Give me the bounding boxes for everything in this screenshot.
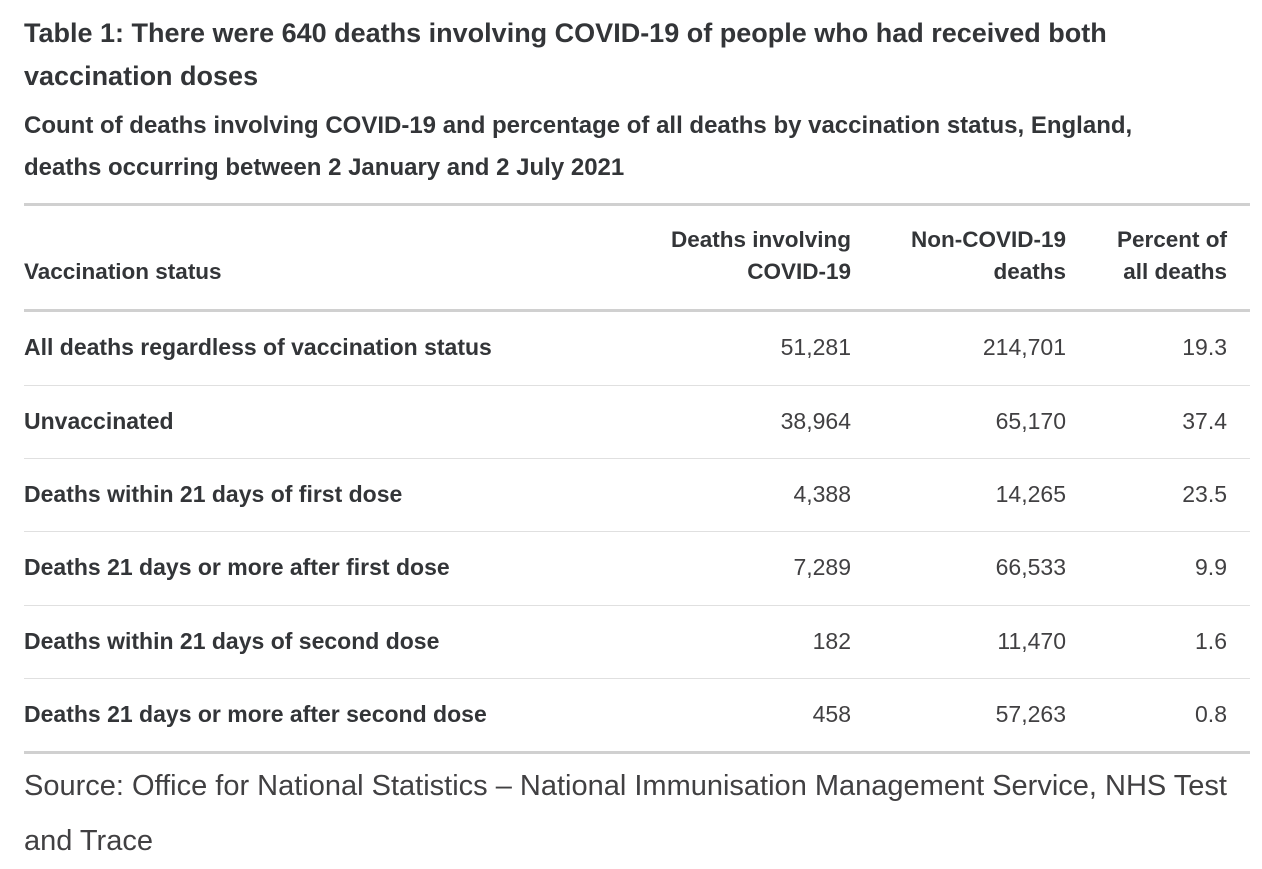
table-title: Table 1: There were 640 deaths involving… — [24, 18, 1107, 92]
table-row-within-21-days-second-dose: Deaths within 21 days of second dose 182… — [24, 605, 1250, 679]
column-header-vaccination-status: Vaccination status — [24, 204, 624, 313]
row-label: Deaths 21 days or more after second dose — [24, 678, 624, 755]
column-header-non-covid19-deaths: Non-COVID-19 deaths — [851, 204, 1066, 313]
non-covid19-deaths-value: 57,263 — [851, 678, 1066, 755]
table-row-21-days-or-more-second-dose: Deaths 21 days or more after second dose… — [24, 678, 1250, 755]
percent-of-all-deaths-value: 37.4 — [1066, 385, 1250, 459]
row-label: Deaths 21 days or more after first dose — [24, 531, 624, 606]
percent-of-all-deaths-value: 1.6 — [1066, 605, 1250, 679]
row-label: Deaths within 21 days of first dose — [24, 458, 624, 533]
deaths-involving-covid19-value: 458 — [624, 678, 851, 755]
deaths-involving-covid19-value: 7,289 — [624, 531, 851, 606]
deaths-involving-covid19-value: 182 — [624, 605, 851, 679]
percent-of-all-deaths-value: 9.9 — [1066, 531, 1250, 606]
row-label: Unvaccinated — [24, 385, 624, 459]
non-covid19-deaths-value: 65,170 — [851, 385, 1066, 459]
percent-of-all-deaths-value: 0.8 — [1066, 678, 1250, 755]
percent-of-all-deaths-value: 23.5 — [1066, 458, 1250, 533]
non-covid19-deaths-value: 11,470 — [851, 605, 1066, 679]
table-row-unvaccinated: Unvaccinated 38,964 65,170 37.4 — [24, 385, 1250, 459]
deaths-involving-covid19-value: 51,281 — [624, 310, 851, 386]
non-covid19-deaths-value: 14,265 — [851, 458, 1066, 533]
non-covid19-deaths-value: 66,533 — [851, 531, 1066, 606]
column-header-deaths-involving-covid19: Deaths involving COVID-19 — [624, 204, 851, 313]
non-covid19-deaths-value: 214,701 — [851, 310, 1066, 386]
table-row-21-days-or-more-first-dose: Deaths 21 days or more after first dose … — [24, 531, 1250, 606]
row-label: All deaths regardless of vaccination sta… — [24, 310, 624, 386]
percent-of-all-deaths-value: 19.3 — [1066, 310, 1250, 386]
source-note: Source: Office for National Statistics –… — [24, 770, 1227, 858]
table-header-row: Vaccination status Deaths involving COVI… — [24, 204, 1250, 313]
table-row-within-21-days-first-dose: Deaths within 21 days of first dose 4,38… — [24, 458, 1250, 533]
table-row-all-deaths: All deaths regardless of vaccination sta… — [24, 310, 1250, 386]
table-subtitle: Count of deaths involving COVID-19 and p… — [24, 112, 1133, 182]
vaccination-deaths-table: Vaccination status Deaths involving COVI… — [24, 203, 1250, 755]
row-label: Deaths within 21 days of second dose — [24, 605, 624, 679]
deaths-involving-covid19-value: 4,388 — [624, 458, 851, 533]
column-header-percent-of-all-deaths: Percent of all deaths — [1066, 204, 1250, 313]
deaths-involving-covid19-value: 38,964 — [624, 385, 851, 459]
